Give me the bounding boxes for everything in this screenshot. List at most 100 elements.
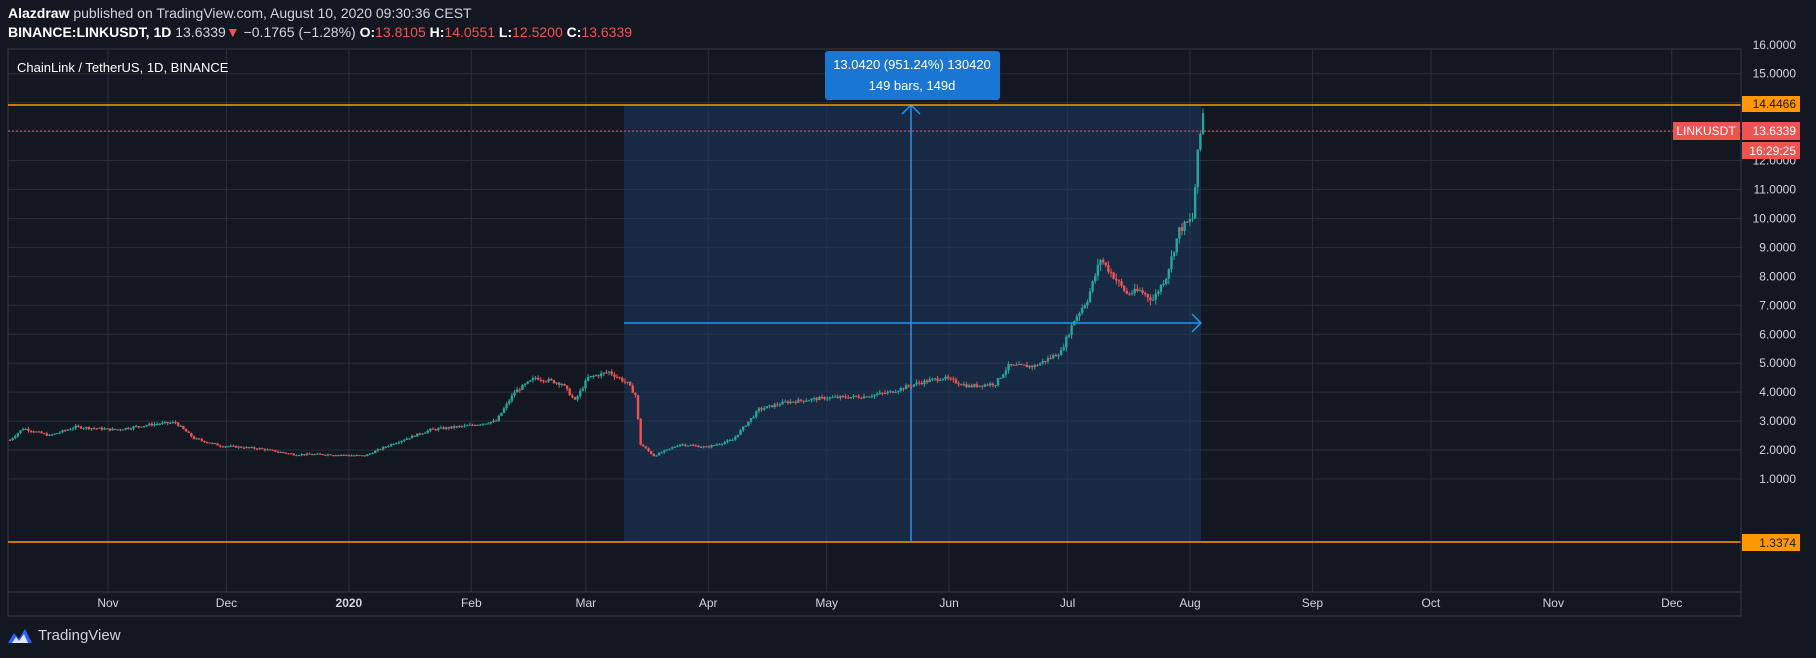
candle-body (681, 444, 684, 446)
candle-body (363, 455, 366, 457)
candle-body (37, 431, 41, 433)
candle-body (949, 378, 952, 380)
candle-body (247, 447, 251, 449)
candle-body (868, 396, 871, 398)
candle-body (153, 423, 156, 426)
candle-body (324, 454, 327, 456)
candle-body (904, 385, 908, 390)
upper-level-tag-text: 14.4466 (1753, 97, 1797, 111)
candle-body (1115, 278, 1118, 281)
author-name[interactable]: Alazdraw (8, 5, 70, 21)
candle-body (657, 452, 661, 456)
x-tick-label: Jul (1060, 596, 1075, 610)
close-label: C: (566, 24, 582, 40)
candle-body (40, 431, 43, 434)
candle-body (505, 403, 508, 409)
y-tick-label: 3.0000 (1759, 414, 1796, 428)
x-tick-label: Nov (97, 596, 118, 610)
candle-body (208, 442, 211, 444)
candle-body (79, 426, 83, 429)
candle-body (211, 443, 214, 445)
candle-body (197, 438, 201, 440)
candle-body (768, 405, 771, 407)
candle-body (594, 375, 598, 377)
last-price: 13.6339 (175, 24, 226, 40)
candle-body (276, 451, 280, 453)
candle-body (752, 416, 755, 419)
candle-body (749, 418, 753, 422)
candle-body (555, 382, 558, 384)
candle-body (381, 447, 385, 450)
candle-body (111, 428, 114, 431)
footer: TradingView (8, 627, 121, 644)
candle-body (1033, 365, 1037, 368)
candle-body (673, 446, 677, 448)
candle-body (423, 432, 427, 434)
candle-body (571, 395, 574, 398)
time-axis[interactable]: Nov Dec 2020 Feb Mar Apr May Jun Jul Aug Sep Oct Nov… (8, 591, 1741, 610)
tradingview-brand[interactable]: TradingView (38, 627, 121, 644)
candle-body (713, 445, 716, 447)
candle-body (655, 455, 658, 457)
candle-body (728, 440, 732, 442)
candle-body (1059, 349, 1063, 356)
candle-body (988, 383, 992, 386)
candle-body (602, 372, 606, 374)
candle-body (715, 444, 719, 446)
x-tick-label: Aug (1179, 596, 1200, 610)
upper-level-tag (1742, 96, 1800, 112)
symbol-tag-text: LINKUSDT (1676, 124, 1736, 138)
candle-body (1196, 149, 1199, 188)
candle-body (1067, 335, 1071, 337)
tradingview-logo-icon[interactable] (8, 628, 32, 643)
candle-body (789, 401, 792, 404)
candle-body (755, 411, 758, 417)
candle-body (536, 377, 540, 380)
candle-body (489, 421, 493, 424)
candle-body (931, 378, 934, 380)
candle-body (939, 380, 942, 382)
candle-body (741, 426, 745, 431)
candle-body (145, 425, 148, 427)
candle-body (8, 439, 12, 441)
candle-body (923, 380, 926, 385)
candle-body (925, 380, 929, 383)
candle-body (439, 427, 443, 429)
candle-body (1054, 355, 1058, 357)
candle-body (544, 381, 548, 383)
countdown-tag (1742, 142, 1800, 159)
candle-body (127, 427, 130, 429)
candle-body (1065, 336, 1068, 348)
candle-body (297, 455, 301, 457)
candle-body (831, 397, 834, 399)
y-tick-label: 4.0000 (1759, 385, 1796, 399)
candle-body (161, 422, 164, 424)
high-label: H: (429, 24, 445, 40)
y-tick-label: 8.0000 (1759, 269, 1796, 283)
candle-body (500, 412, 503, 416)
candle-body (623, 381, 627, 383)
y-tick-label: 5.0000 (1759, 356, 1796, 370)
candle-body (639, 418, 642, 445)
candle-body (878, 392, 881, 395)
candle-body (686, 445, 690, 447)
candle-body (815, 398, 818, 401)
x-tick-label: Feb (461, 596, 482, 610)
candle-body (250, 447, 253, 449)
candle-body (376, 449, 380, 451)
candle-body (321, 454, 324, 456)
candle-body (1049, 358, 1052, 360)
candle-body (973, 384, 976, 387)
candle-body (1157, 291, 1160, 294)
candle-body (1028, 365, 1031, 368)
symbol-interval[interactable]: BINANCE:LINKUSDT, 1D (8, 24, 172, 40)
candle-body (426, 430, 430, 433)
candle-body (303, 454, 306, 456)
candle-body (402, 439, 406, 441)
x-tick-label: Dec (216, 596, 237, 610)
candle-body (142, 426, 146, 428)
candle-body (442, 427, 445, 430)
candle-body (274, 450, 277, 452)
candle-body (221, 446, 225, 448)
